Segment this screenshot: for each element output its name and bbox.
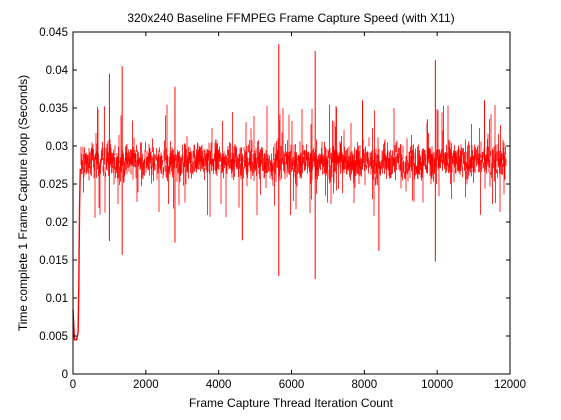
x-tick-label: 10000 <box>421 379 453 391</box>
y-axis-label: Time complete 1 Frame Capture loop (Seco… <box>16 75 30 331</box>
y-tick-label: 0.045 <box>39 27 68 39</box>
y-tick-label: 0.005 <box>39 331 68 343</box>
y-tick-label: 0.035 <box>39 103 68 115</box>
y-tick-label: 0 <box>62 369 68 381</box>
x-tick-label: 6000 <box>279 379 305 391</box>
y-tick-label: 0.02 <box>46 217 68 229</box>
x-tick-label: 8000 <box>352 379 378 391</box>
y-tick-label: 0.01 <box>46 293 68 305</box>
ticks-layer: 0 2000 4000 6000 8000 10000 12000 0 0.005 0.01 0.0… <box>39 27 526 391</box>
y-tick-label: 0.025 <box>39 179 68 191</box>
x-tick-label: 12000 <box>494 379 526 391</box>
x-tick-label: 0 <box>70 379 76 391</box>
x-tick-label: 4000 <box>206 379 232 391</box>
series-layer <box>72 44 507 341</box>
series-noise-band <box>80 104 507 218</box>
y-tick-label: 0.04 <box>46 65 69 77</box>
y-tick-label: 0.015 <box>39 255 68 267</box>
chart-title: 320x240 Baseline FFMPEG Frame Capture Sp… <box>127 11 454 25</box>
series-startup-line <box>72 168 81 341</box>
x-tick-label: 2000 <box>133 379 159 391</box>
plot-area <box>73 32 510 374</box>
y-tick-label: 0.03 <box>46 141 68 153</box>
x-axis-label: Frame Capture Thread Iteration Count <box>189 396 394 410</box>
